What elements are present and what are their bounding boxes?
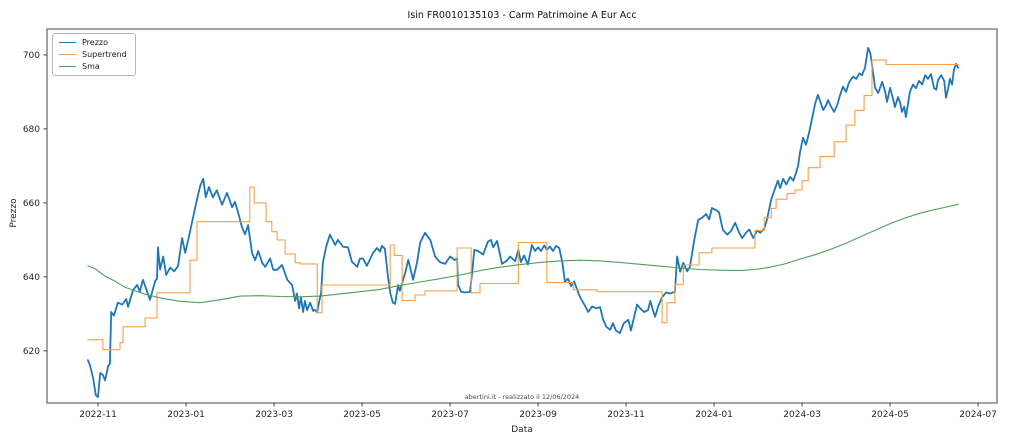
legend-line-swatch: [59, 65, 76, 68]
series-prezzo-line: [87, 47, 960, 399]
x-tick-label: 2023-01: [167, 410, 205, 420]
legend: Prezzo Supertrend Sma: [52, 33, 136, 76]
legend-item-sma: Sma: [59, 62, 127, 71]
y-axis-label: Prezzo: [9, 198, 19, 228]
x-tick-label: 2023-03: [255, 410, 293, 420]
axes-frame: [46, 28, 998, 404]
legend-label: Prezzo: [82, 38, 109, 47]
x-tick-label: 2023-09: [519, 410, 557, 420]
x-tick-label: 2024-07: [959, 410, 997, 420]
x-tick-label: 2023-05: [343, 410, 381, 420]
watermark: abertini.it - realizzato il 12/06/2024: [464, 393, 580, 401]
series-supertrend-line: [87, 59, 959, 351]
x-tick-label: 2023-11: [607, 410, 645, 420]
y-tick-label: 620: [23, 347, 40, 357]
legend-line-swatch: [59, 53, 76, 56]
x-axis-label: Data: [511, 425, 533, 435]
x-tick-label: 2024-03: [783, 410, 821, 420]
legend-label: Supertrend: [82, 50, 127, 59]
y-tick-label: 680: [23, 125, 40, 135]
y-tick-label: 660: [23, 199, 40, 209]
x-tick-label: 2024-01: [695, 410, 733, 420]
x-tick-label: 2022-11: [79, 410, 117, 420]
legend-item-prezzo: Prezzo: [59, 38, 127, 47]
x-tick-label: 2024-05: [871, 410, 909, 420]
legend-line-swatch: [59, 41, 76, 44]
y-tick-label: 640: [23, 273, 40, 283]
legend-item-supertrend: Supertrend: [59, 50, 127, 59]
series-sma-line: [87, 203, 959, 304]
x-tick-label: 2023-07: [431, 410, 469, 420]
chart-title: Isin FR0010135103 - Carm Patrimoine A Eu…: [407, 10, 637, 21]
y-tick-label: 700: [23, 51, 40, 61]
legend-label: Sma: [82, 62, 100, 71]
